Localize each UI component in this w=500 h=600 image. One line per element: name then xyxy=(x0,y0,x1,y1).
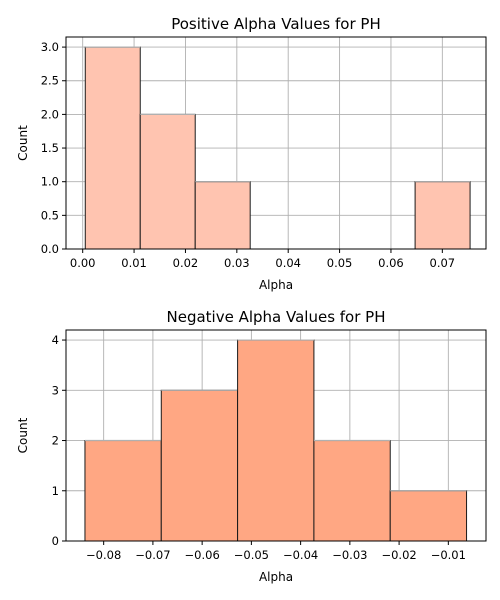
top-y-tick-label-6: 3.0 xyxy=(41,40,59,54)
top-x-tick-label-3: 0.03 xyxy=(224,256,250,270)
top-y-tick-label-4: 2.0 xyxy=(41,107,59,121)
top-plot-frame xyxy=(65,36,487,250)
top-y-axis-label: Count xyxy=(16,125,30,161)
top-y-tick-label-3: 1.5 xyxy=(41,141,59,155)
top-x-tick-label-1: 0.01 xyxy=(121,256,147,270)
top-x-tick-label-7: 0.07 xyxy=(430,256,456,270)
bottom-histogram-panel: −0.08 −0.07 −0.06 −0.05 −0.04 −0.03 −0.02 −0.01… xyxy=(16,308,487,584)
bottom-plot-frame xyxy=(65,329,487,542)
top-x-tick-label-5: 0.05 xyxy=(327,256,353,270)
bottom-x-tick-label-0: −0.08 xyxy=(86,548,121,562)
top-bar-2 xyxy=(194,181,251,250)
bottom-bar-3 xyxy=(313,440,391,542)
top-x-tick-label-2: 0.02 xyxy=(173,256,199,270)
top-chart-title: Positive Alpha Values for PH xyxy=(171,15,381,33)
bottom-y-axis-label: Count xyxy=(16,417,30,453)
top-x-tick-label-6: 0.06 xyxy=(378,256,404,270)
bottom-y-tick-label-3: 3 xyxy=(52,383,59,397)
bottom-y-tick-label-2: 2 xyxy=(52,434,59,448)
bottom-bar-0 xyxy=(84,440,162,542)
top-x-tick-label-4: 0.04 xyxy=(275,256,301,270)
bottom-x-tick-label-2: −0.06 xyxy=(185,548,220,562)
bottom-x-tick-label-1: −0.07 xyxy=(135,548,170,562)
bottom-y-tick-label-0: 0 xyxy=(52,534,59,548)
top-bar-6 xyxy=(414,181,471,250)
top-bar-1 xyxy=(139,113,196,250)
bottom-y-tick-label-1: 1 xyxy=(52,484,59,498)
bottom-x-tick-label-4: −0.04 xyxy=(283,548,318,562)
bottom-bar-1 xyxy=(160,389,239,542)
bottom-x-tick-label-3: −0.05 xyxy=(234,548,269,562)
bottom-x-tick-label-7: −0.01 xyxy=(431,548,466,562)
bottom-x-tick-label-5: −0.03 xyxy=(332,548,367,562)
bottom-bar-4 xyxy=(389,490,468,542)
top-bar-0 xyxy=(84,46,141,250)
top-x-tick-label-0: 0.00 xyxy=(70,256,96,270)
bottom-bar-2 xyxy=(237,339,315,542)
top-y-tick-label-2: 1.0 xyxy=(41,175,59,189)
top-y-tick-label-0: 0.0 xyxy=(41,242,59,256)
bottom-chart-title: Negative Alpha Values for PH xyxy=(167,308,386,326)
top-y-tick-label-1: 0.5 xyxy=(41,208,59,222)
bottom-x-tick-label-6: −0.02 xyxy=(381,548,416,562)
bottom-y-tick-label-4: 4 xyxy=(52,333,59,347)
bottom-x-axis-label: Alpha xyxy=(259,570,293,584)
top-histogram-panel: 0.00 0.01 0.02 0.03 0.04 0.05 0.06 0.07 0.0 0.5 1.… xyxy=(16,15,487,292)
top-x-axis-label: Alpha xyxy=(259,278,293,292)
top-y-tick-label-5: 2.5 xyxy=(41,74,59,88)
